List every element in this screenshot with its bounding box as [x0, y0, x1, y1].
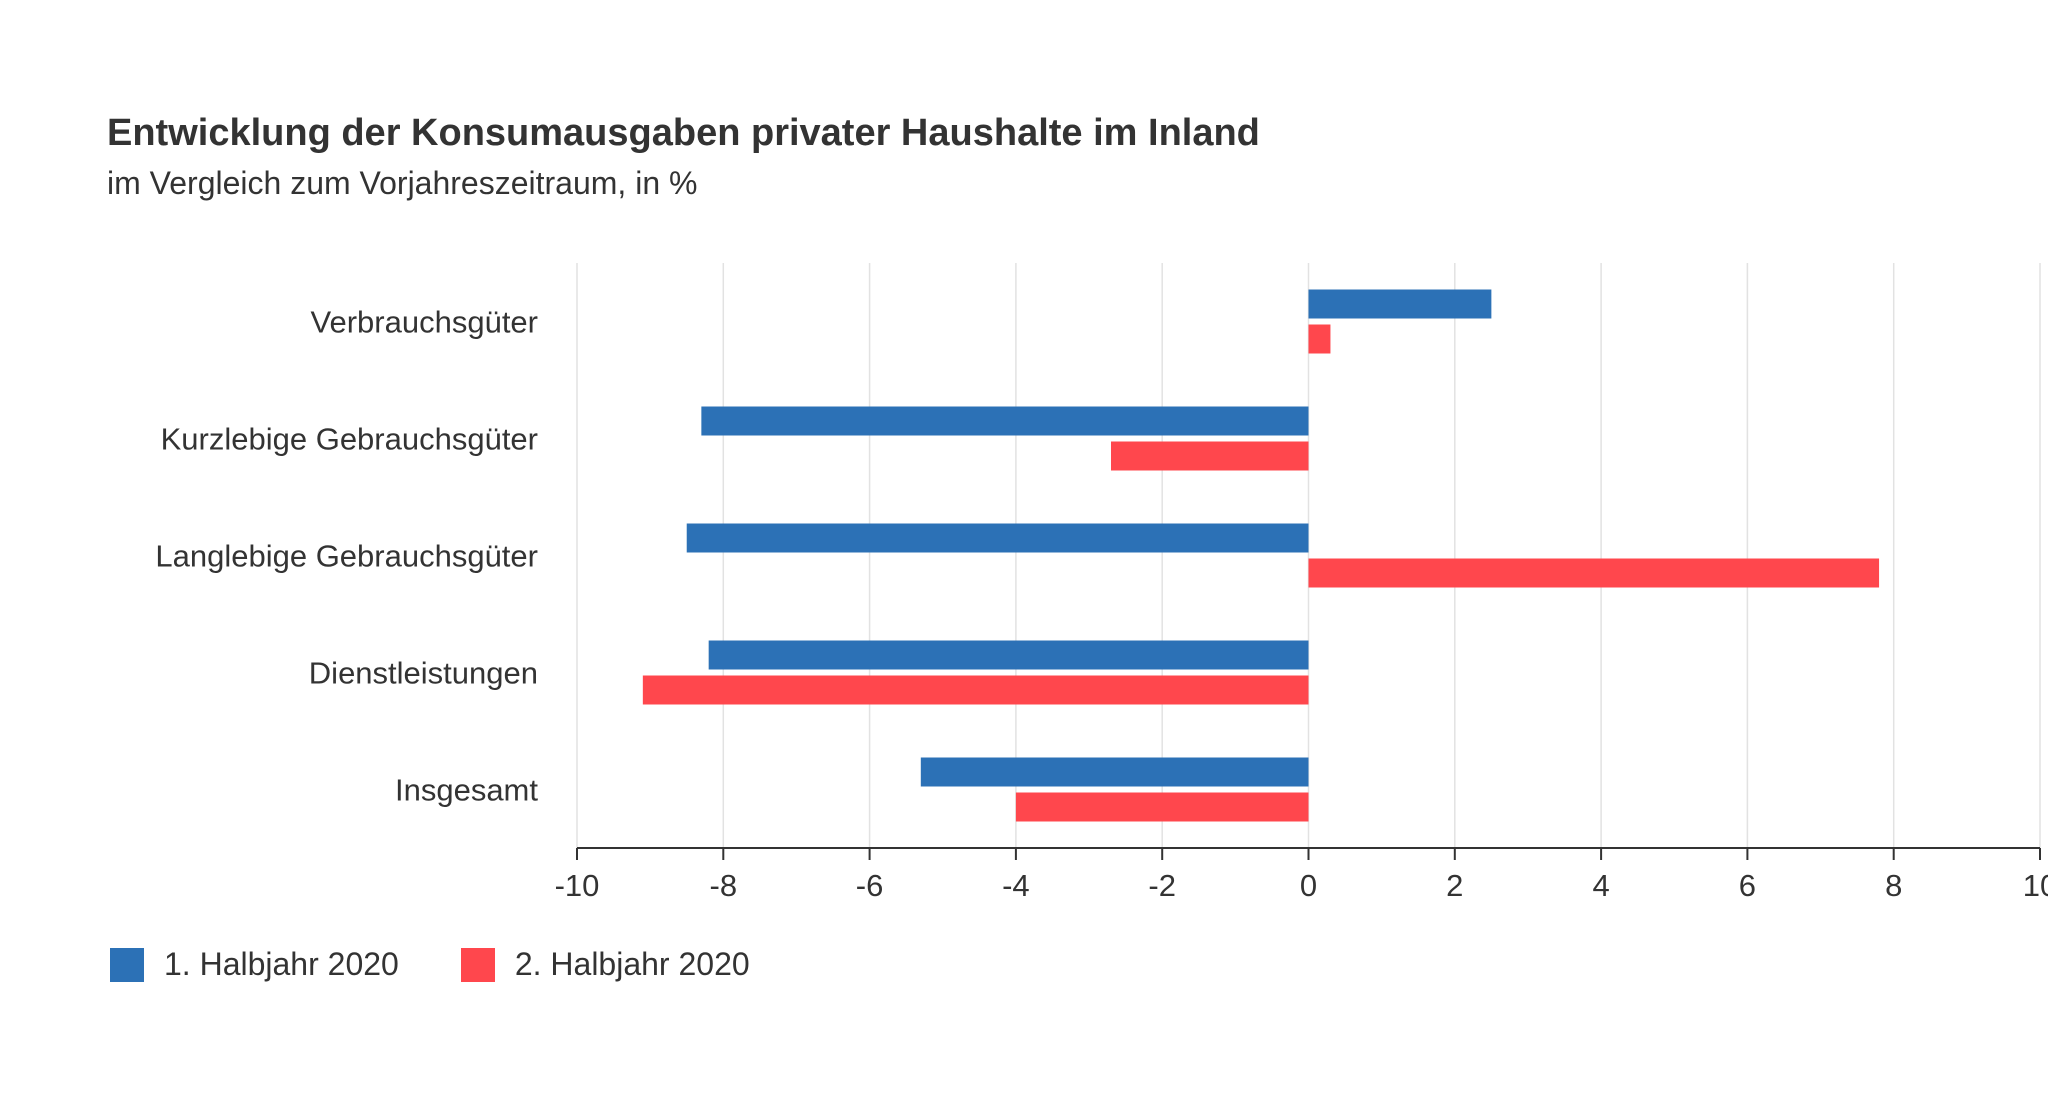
- legend: 1. Halbjahr 2020 2. Halbjahr 2020: [110, 946, 812, 983]
- category-label: Verbrauchsgüter: [311, 305, 538, 340]
- x-tick-label: 6: [1739, 868, 1756, 903]
- legend-swatch: [110, 947, 144, 982]
- x-tick-label: -8: [710, 868, 738, 903]
- x-tick-label: -6: [856, 868, 884, 903]
- chart-subtitle: im Vergleich zum Vorjahreszeitraum, in %: [107, 165, 698, 201]
- category-label: Kurzlebige Gebrauchsgüter: [161, 422, 538, 457]
- category-label: Insgesamt: [395, 773, 538, 808]
- bar-2-5[interactable]: [1015, 792, 1309, 822]
- chart-title: Entwicklung der Konsumausgaben privater …: [107, 112, 1260, 154]
- x-tick-label: 10: [2023, 868, 2048, 903]
- bar-2-3[interactable]: [1308, 558, 1880, 588]
- legend-item-series-1[interactable]: 1. Halbjahr 2020: [110, 946, 399, 983]
- x-tick-label: 8: [1885, 868, 1902, 903]
- bar-1-1[interactable]: [1308, 289, 1492, 319]
- category-label: Dienstleistungen: [309, 656, 538, 691]
- legend-label: 2. Halbjahr 2020: [514, 946, 750, 982]
- category-labels: Verbrauchsgüter Kurzlebige Gebrauchsgüter…: [155, 305, 538, 808]
- bar-1-4[interactable]: [708, 640, 1309, 670]
- x-tick-label: 4: [1592, 868, 1609, 903]
- x-tick-label: 2: [1446, 868, 1463, 903]
- legend-swatch: [460, 947, 495, 982]
- bar-1-5[interactable]: [920, 757, 1309, 787]
- legend-label: 1. Halbjahr 2020: [164, 946, 399, 982]
- bar-1-3[interactable]: [686, 523, 1309, 553]
- gridlines: [576, 263, 2041, 848]
- bar-2-1[interactable]: [1308, 324, 1331, 354]
- x-tick-label: 0: [1300, 868, 1317, 903]
- x-tick-label: -10: [555, 868, 600, 903]
- x-axis: -10 -8 -6 -4 -2 0 2 4 6 8 10: [555, 847, 2048, 903]
- x-tick-label: -4: [1002, 868, 1030, 903]
- x-tick-label: -2: [1148, 868, 1176, 903]
- bar-2-2[interactable]: [1110, 441, 1309, 471]
- bar-1-2[interactable]: [701, 406, 1309, 436]
- category-label: Langlebige Gebrauchsgüter: [155, 539, 538, 574]
- bar-2-4[interactable]: [642, 675, 1309, 705]
- bars: [642, 289, 1880, 822]
- legend-item-series-2[interactable]: 2. Halbjahr 2020: [460, 946, 750, 983]
